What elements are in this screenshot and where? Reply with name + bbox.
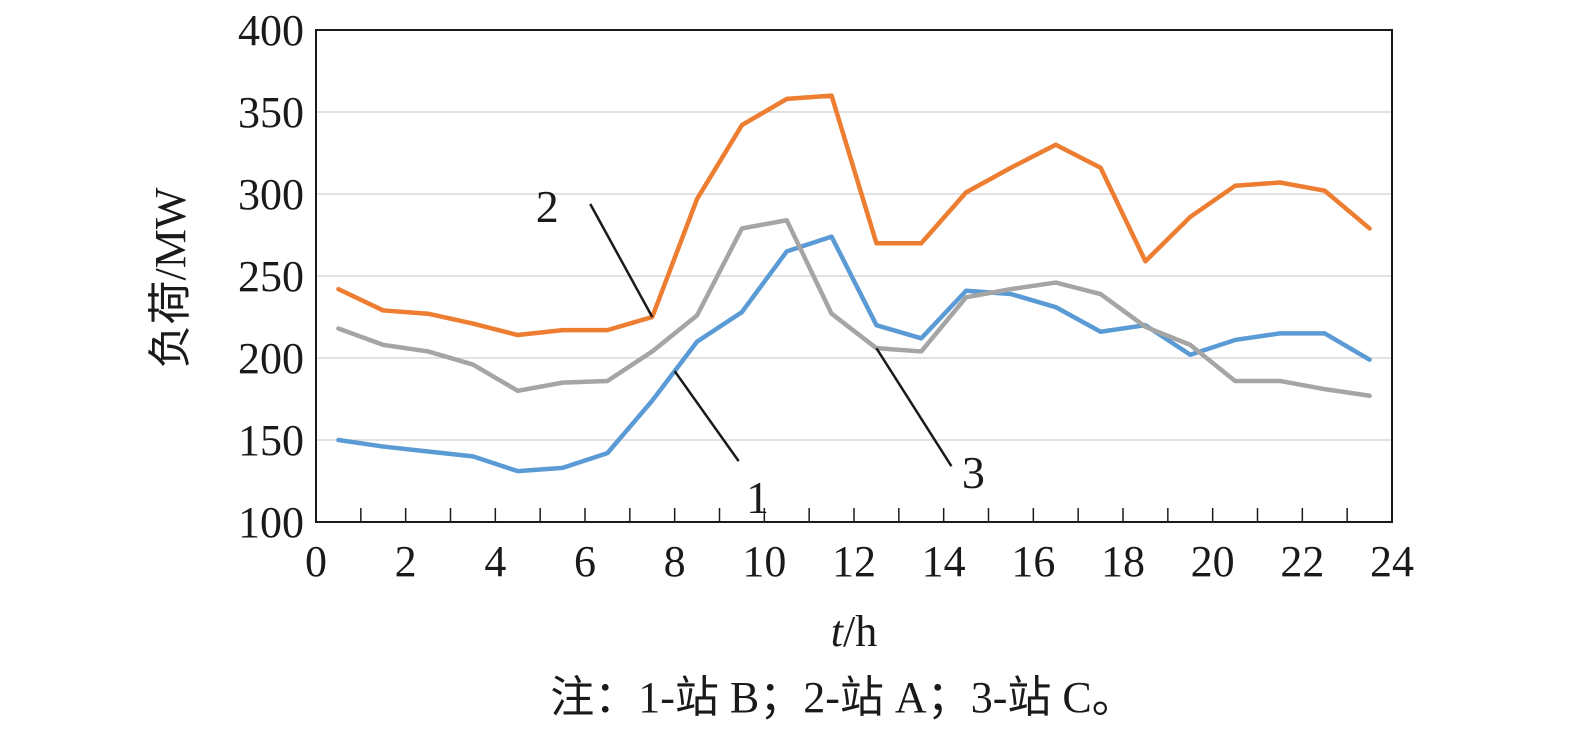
x-tick-label: 8 <box>664 537 686 586</box>
x-tick-label: 12 <box>832 537 876 586</box>
x-axis-title-unit: /h <box>843 607 877 656</box>
series-2-line <box>336 93 1372 338</box>
x-tick-label: 0 <box>305 537 327 586</box>
x-tick-label: 20 <box>1191 537 1235 586</box>
x-tick-label: 24 <box>1370 537 1414 586</box>
y-axis-title: 负荷/MW <box>146 187 195 368</box>
figure-note: 注：1-站 B；2-站 A；3-站 C。 <box>550 673 1135 722</box>
x-tick-label: 6 <box>574 537 596 586</box>
callout-3-leader <box>875 347 953 467</box>
series-3-line <box>336 217 1372 398</box>
series-1-line <box>336 234 1372 474</box>
series-group <box>336 93 1372 474</box>
callout-1-label: 1 <box>746 472 769 523</box>
x-tick-label: 22 <box>1280 537 1324 586</box>
callout-3-label: 3 <box>962 447 985 498</box>
x-tick-label: 18 <box>1101 537 1145 586</box>
x-tick-label: 14 <box>922 537 966 586</box>
y-tick-label: 300 <box>238 170 304 219</box>
y-tick-label: 200 <box>238 334 304 383</box>
y-tick-label: 100 <box>238 498 304 547</box>
callout-2-leader <box>589 203 654 318</box>
y-tick-label: 150 <box>238 416 304 465</box>
x-tick-label: 16 <box>1011 537 1055 586</box>
x-axis-title: t/h <box>831 607 877 656</box>
x-tick-label: 10 <box>742 537 786 586</box>
x-axis-title-var: t <box>831 607 845 656</box>
y-tick-label: 350 <box>238 88 304 137</box>
callouts: 2 1 3 <box>536 181 985 523</box>
callout-1-leader <box>673 370 740 462</box>
axes: 0 2 4 6 8 10 12 14 16 18 20 22 241001502002503003504… <box>238 6 1414 586</box>
y-tick-label: 250 <box>238 252 304 301</box>
x-tick-label: 4 <box>484 537 506 586</box>
callout-2-label: 2 <box>536 181 559 232</box>
x-tick-label: 2 <box>395 537 417 586</box>
y-tick-label: 400 <box>238 6 304 55</box>
